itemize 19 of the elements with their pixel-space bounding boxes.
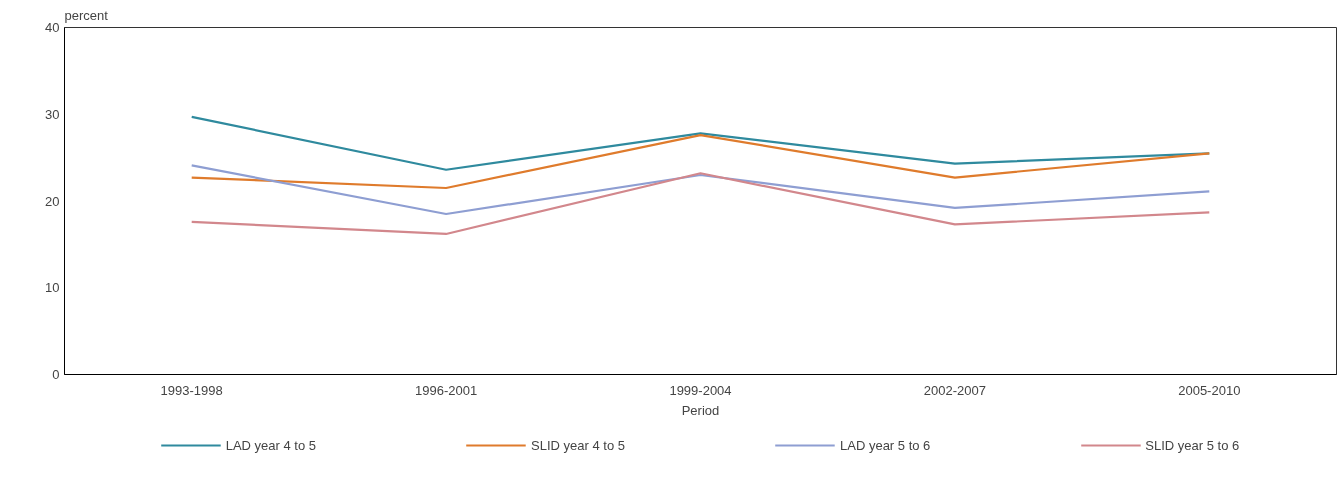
x-tick-label: 2002-2007 <box>923 382 986 398</box>
y-tick-label: 10 <box>45 280 60 296</box>
legend-label: LAD year 5 to 6 <box>840 437 931 453</box>
legend-label: LAD year 4 to 5 <box>225 437 317 453</box>
y-axis-title: percent <box>64 7 109 23</box>
x-tick-label: 2005-2010 <box>1178 382 1241 398</box>
y-tick-label: 40 <box>45 20 60 35</box>
line-series <box>190 133 1211 190</box>
x-axis-title: Period <box>681 402 720 418</box>
x-tick-label: 1996-2001 <box>415 382 478 398</box>
y-tick-label: 0 <box>52 367 60 382</box>
line-series <box>190 172 1211 236</box>
y-tick-label: 30 <box>45 106 60 122</box>
y-tick-label: 20 <box>45 193 60 209</box>
legend-label: SLID year 5 to 6 <box>1145 437 1240 453</box>
x-tick-label: 1999-2004 <box>669 382 732 398</box>
line-series <box>190 164 1211 216</box>
legend-label: SLID year 4 to 5 <box>531 437 625 453</box>
x-tick-label: 1993-1998 <box>160 382 223 398</box>
